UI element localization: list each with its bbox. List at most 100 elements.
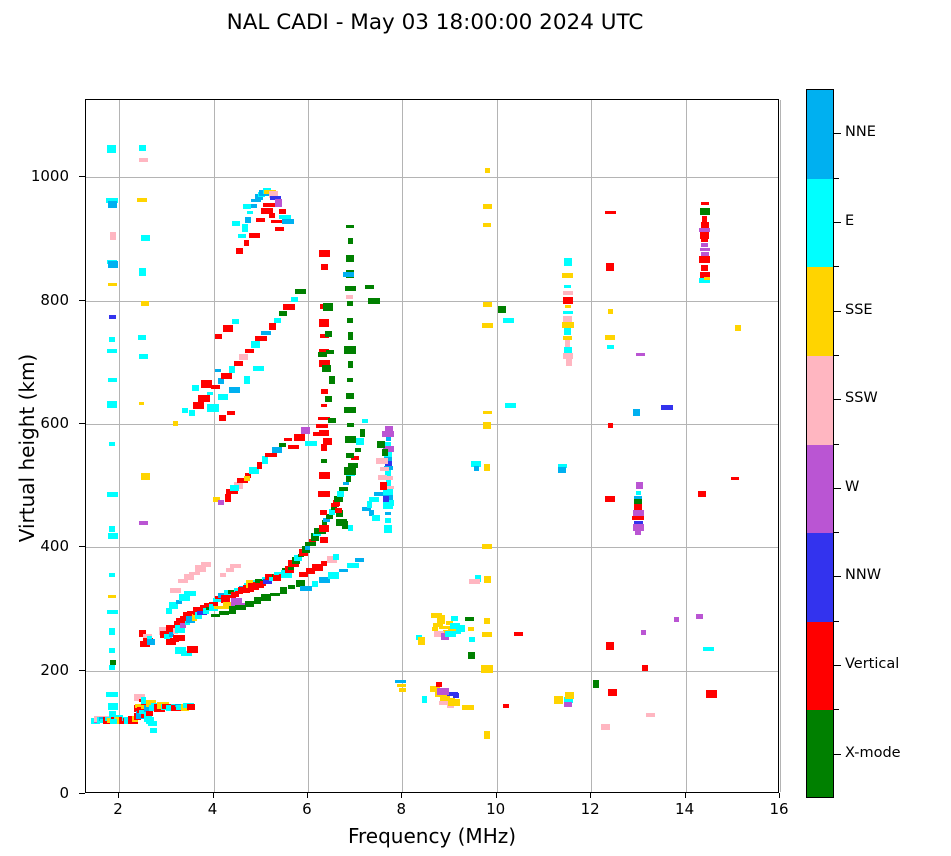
data-point bbox=[178, 594, 190, 602]
data-point bbox=[145, 710, 153, 716]
data-point bbox=[250, 341, 260, 349]
data-point bbox=[275, 226, 285, 231]
x-tick-label: 6 bbox=[302, 800, 312, 818]
data-point bbox=[197, 610, 208, 615]
data-point bbox=[257, 462, 263, 470]
data-point bbox=[213, 599, 219, 607]
gridline-vertical bbox=[496, 100, 498, 792]
data-point bbox=[288, 584, 296, 589]
data-point bbox=[355, 557, 365, 562]
data-point bbox=[346, 453, 355, 459]
data-point bbox=[338, 487, 348, 492]
data-point bbox=[385, 470, 392, 477]
y-tick-label: 1000 bbox=[30, 167, 69, 186]
data-point bbox=[268, 190, 278, 198]
data-point bbox=[304, 541, 316, 546]
data-point bbox=[209, 603, 218, 611]
data-point bbox=[223, 590, 232, 597]
data-point bbox=[481, 664, 494, 673]
data-point bbox=[139, 520, 149, 525]
colorbar-tick bbox=[834, 133, 841, 135]
data-point bbox=[364, 284, 374, 289]
data-point bbox=[138, 402, 144, 405]
colorbar-band bbox=[807, 710, 833, 797]
data-point bbox=[224, 493, 231, 502]
data-point bbox=[109, 628, 115, 636]
data-point bbox=[320, 389, 328, 395]
grid-layer bbox=[86, 100, 781, 792]
data-point bbox=[333, 554, 340, 561]
data-point bbox=[218, 610, 229, 615]
data-point bbox=[325, 330, 333, 337]
data-point bbox=[700, 222, 709, 229]
data-point bbox=[334, 496, 344, 503]
data-point bbox=[645, 713, 655, 717]
data-point bbox=[140, 234, 150, 241]
data-point bbox=[318, 576, 330, 583]
data-point bbox=[241, 223, 248, 232]
data-point bbox=[109, 525, 116, 532]
data-point bbox=[109, 231, 116, 240]
data-point bbox=[254, 597, 262, 605]
y-tick bbox=[79, 546, 85, 548]
data-point bbox=[592, 680, 599, 689]
data-point bbox=[605, 496, 615, 503]
data-point bbox=[563, 702, 572, 708]
data-point bbox=[203, 603, 212, 609]
data-point bbox=[252, 581, 264, 588]
data-point bbox=[265, 453, 278, 458]
data-point bbox=[447, 626, 457, 634]
data-point bbox=[446, 692, 458, 697]
data-point bbox=[562, 273, 574, 279]
data-point bbox=[440, 632, 449, 640]
data-point bbox=[562, 297, 573, 304]
data-point bbox=[344, 435, 356, 443]
colorbar-band bbox=[807, 621, 833, 711]
data-point bbox=[139, 144, 147, 151]
data-point bbox=[338, 569, 348, 573]
data-point bbox=[346, 225, 355, 228]
data-point bbox=[383, 489, 394, 496]
data-point bbox=[201, 379, 213, 388]
data-point bbox=[346, 392, 355, 399]
data-point bbox=[344, 285, 356, 291]
data-point bbox=[368, 297, 380, 304]
colorbar-boundary-tick bbox=[834, 177, 839, 179]
data-point bbox=[322, 302, 333, 311]
data-point bbox=[503, 317, 514, 323]
data-point bbox=[446, 621, 453, 626]
data-point bbox=[247, 211, 254, 215]
data-point bbox=[173, 421, 179, 427]
x-tick-label: 4 bbox=[207, 800, 218, 818]
data-point bbox=[347, 524, 353, 531]
colorbar-boundary-tick bbox=[834, 266, 839, 268]
data-point bbox=[557, 467, 566, 474]
colorbar-tick bbox=[834, 753, 841, 755]
data-point bbox=[462, 705, 475, 711]
data-point bbox=[383, 496, 390, 503]
data-point bbox=[635, 491, 641, 495]
data-point bbox=[482, 204, 492, 210]
data-point bbox=[467, 651, 475, 659]
data-point bbox=[376, 441, 385, 449]
data-point bbox=[305, 543, 311, 551]
data-point bbox=[564, 327, 572, 335]
data-point bbox=[198, 395, 210, 403]
data-point bbox=[436, 688, 449, 696]
data-point bbox=[312, 581, 318, 588]
data-point bbox=[235, 604, 247, 610]
data-point bbox=[382, 485, 394, 489]
data-point bbox=[383, 476, 393, 481]
data-point bbox=[146, 716, 155, 724]
data-point bbox=[318, 490, 331, 497]
data-point bbox=[369, 496, 379, 502]
data-point bbox=[226, 410, 235, 415]
data-point bbox=[604, 211, 616, 215]
data-point bbox=[642, 664, 649, 671]
data-point bbox=[206, 403, 219, 412]
gridline-horizontal bbox=[86, 177, 778, 179]
data-point bbox=[279, 215, 292, 220]
data-point bbox=[170, 624, 178, 628]
data-point bbox=[497, 306, 506, 314]
data-point bbox=[109, 647, 116, 653]
